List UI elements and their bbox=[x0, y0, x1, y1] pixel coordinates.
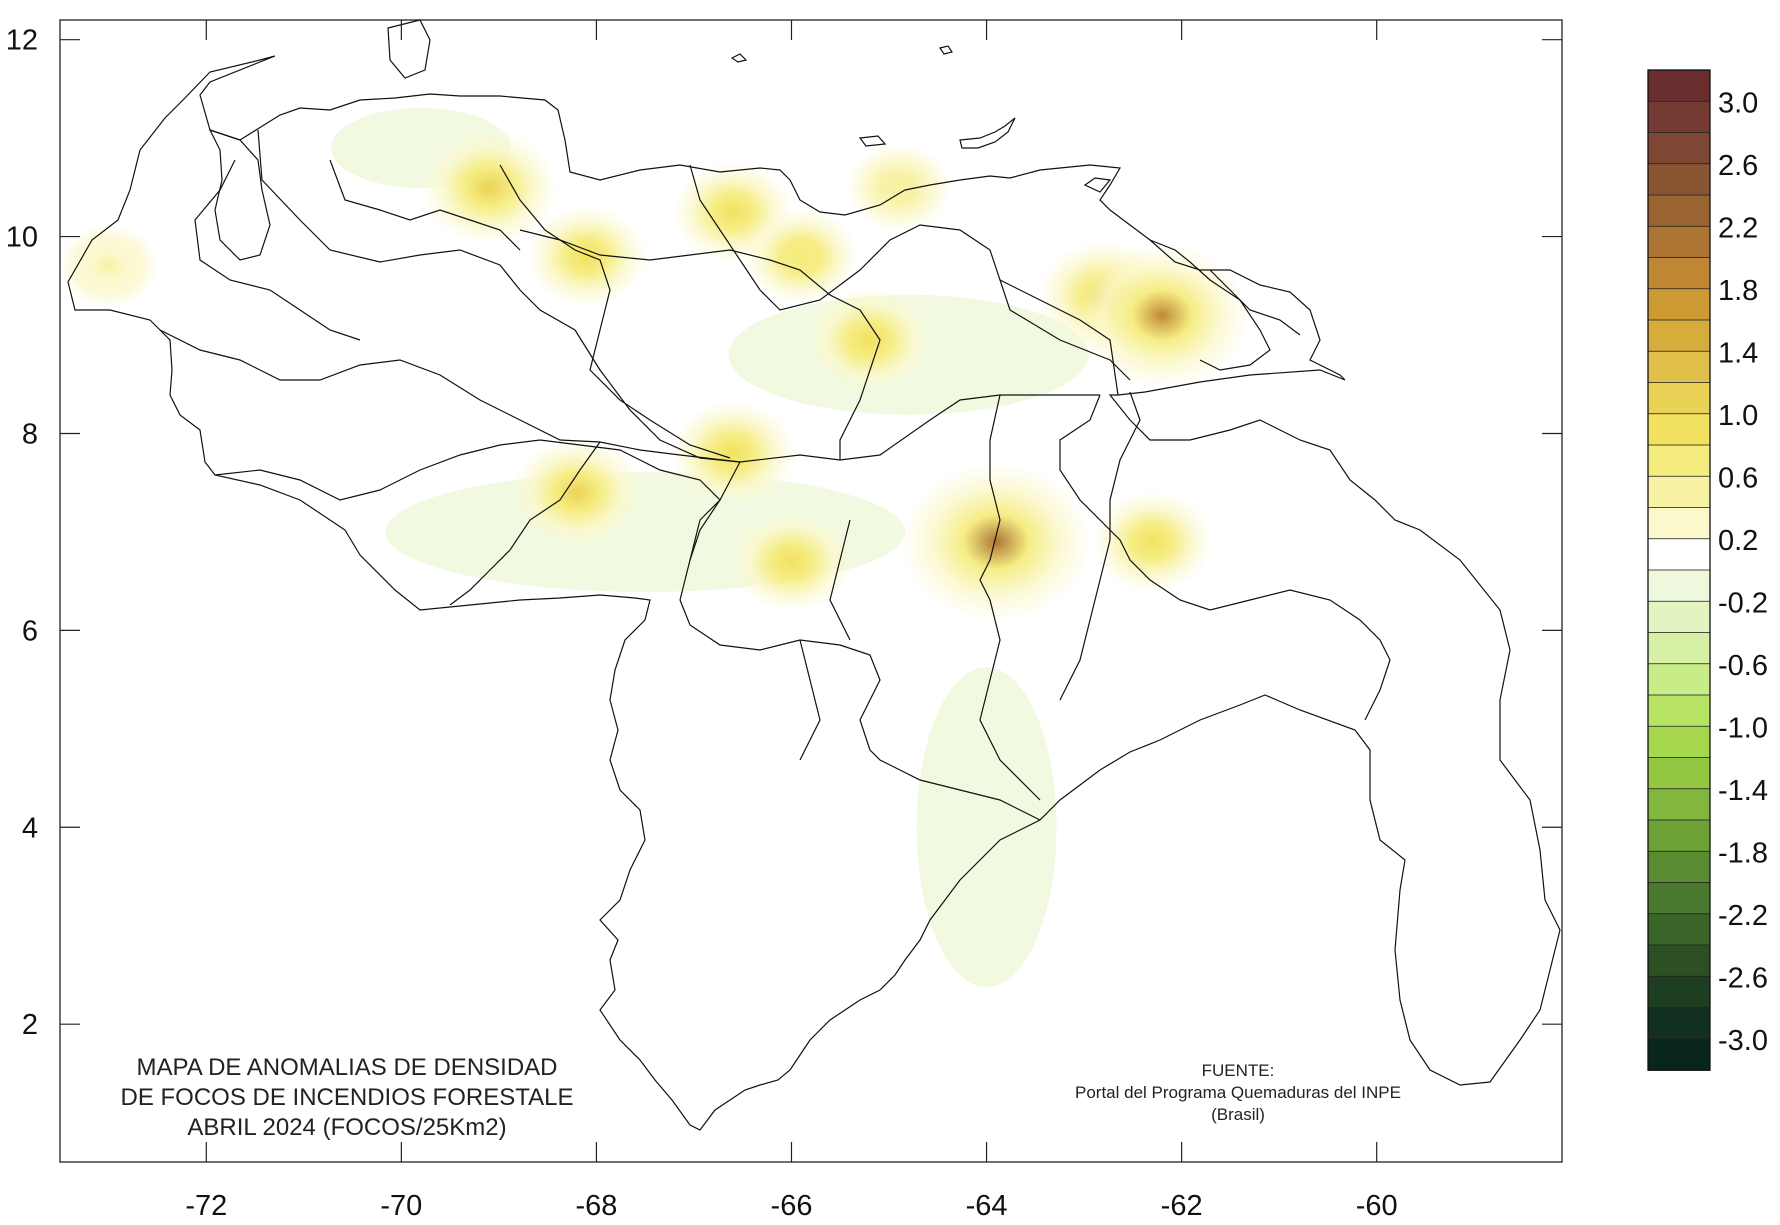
colorbar-swatch bbox=[1647, 100, 1711, 134]
lake-maracaibo bbox=[208, 128, 271, 261]
country-outline bbox=[67, 55, 1561, 1131]
colorbar-swatch bbox=[1647, 913, 1711, 946]
colorbar-swatch bbox=[1647, 788, 1711, 821]
colorbar-swatch bbox=[1647, 882, 1711, 915]
island-margarita bbox=[959, 117, 1016, 149]
positive-anomaly-hotspot bbox=[670, 401, 796, 506]
axis-labels: -72 -70 -68 -66 -64 -62 -60 12 10 8 6 4 2 bbox=[6, 25, 1398, 1222]
colorbar-swatch bbox=[1647, 475, 1711, 509]
colorbar-label: -1.0 bbox=[1718, 712, 1768, 744]
colorbar-swatch bbox=[1647, 569, 1711, 603]
colorbar-swatch bbox=[1647, 725, 1711, 759]
colorbar-swatch bbox=[1647, 507, 1711, 540]
y-tick-label: 2 bbox=[22, 1009, 38, 1041]
colorbar-outline bbox=[1647, 69, 1711, 1071]
colorbar-label: 2.2 bbox=[1718, 212, 1758, 244]
y-tick-label: 6 bbox=[22, 615, 38, 647]
colorbar-swatch bbox=[1647, 819, 1711, 853]
colorbar-swatch bbox=[1647, 850, 1711, 884]
positive-anomaly-hotspot bbox=[511, 438, 642, 547]
x-tick-label: -64 bbox=[966, 1190, 1008, 1222]
colorbar-swatch bbox=[1647, 288, 1711, 321]
colorbar-swatch bbox=[1647, 257, 1711, 290]
colorbar bbox=[1647, 69, 1711, 1071]
colorbar-swatch bbox=[1647, 663, 1711, 696]
y-tick-label: 4 bbox=[22, 812, 38, 844]
colorbar-label: -1.8 bbox=[1718, 837, 1768, 869]
positive-anomaly-hotspot bbox=[526, 206, 647, 307]
y-tick-label: 12 bbox=[6, 25, 38, 57]
colorbar-label: -2.2 bbox=[1718, 900, 1768, 932]
anomaly-layer bbox=[59, 107, 1249, 988]
colorbar-swatch bbox=[1647, 319, 1711, 353]
colorbar-swatch bbox=[1647, 538, 1711, 571]
colorbar-swatch bbox=[1647, 382, 1711, 415]
colorbar-label: -2.6 bbox=[1718, 962, 1768, 994]
x-tick-label: -70 bbox=[380, 1190, 422, 1222]
colorbar-label: 2.6 bbox=[1718, 150, 1758, 182]
colorbar-label: -0.6 bbox=[1718, 650, 1768, 682]
positive-anomaly-hotspot bbox=[744, 208, 859, 304]
colorbar-swatch bbox=[1647, 163, 1711, 196]
x-tick-label: -68 bbox=[575, 1190, 617, 1222]
colorbar-swatch bbox=[1647, 225, 1711, 259]
colorbar-swatch bbox=[1647, 694, 1711, 728]
x-tick-label: -62 bbox=[1161, 1190, 1203, 1222]
positive-anomaly-hotspot bbox=[59, 225, 158, 308]
positive-anomaly-hotspot bbox=[902, 463, 1091, 621]
map-title-line-1: MAPA DE ANOMALIAS DE DENSIDAD bbox=[137, 1054, 558, 1081]
colorbar-labels: 3.0 2.6 2.2 1.8 1.4 1.0 0.6 0.2 -0.2 -0.6 -1.0 -1.4… bbox=[1718, 87, 1768, 1057]
x-tick-label: -72 bbox=[185, 1190, 227, 1222]
colorbar-label: 3.0 bbox=[1718, 87, 1758, 119]
axis-ticks bbox=[60, 20, 1562, 1162]
source-line-3: (Brasil) bbox=[1211, 1105, 1265, 1124]
colorbar-label: 1.8 bbox=[1718, 275, 1758, 307]
colorbar-swatch bbox=[1647, 194, 1711, 228]
colorbar-swatch bbox=[1647, 413, 1711, 446]
map-title-line-2: DE FOCOS DE INCENDIOS FORESTALE bbox=[121, 1084, 574, 1111]
map-title-line-3: ABRIL 2024 (FOCOS/25Km2) bbox=[187, 1114, 506, 1141]
colorbar-swatch bbox=[1647, 69, 1711, 103]
y-tick-label: 10 bbox=[6, 222, 38, 254]
colorbar-swatch bbox=[1647, 632, 1711, 665]
positive-anomaly-hotspot bbox=[846, 144, 951, 231]
colorbar-label: -0.2 bbox=[1718, 587, 1768, 619]
colorbar-swatch bbox=[1647, 132, 1711, 165]
colorbar-label: 1.4 bbox=[1718, 337, 1758, 369]
x-tick-label: -60 bbox=[1356, 1190, 1398, 1222]
colorbar-swatch bbox=[1647, 757, 1711, 790]
colorbar-swatch bbox=[1647, 444, 1711, 478]
colorbar-label: 0.2 bbox=[1718, 525, 1758, 557]
source-line-1: FUENTE: bbox=[1202, 1061, 1275, 1080]
source-line-2: Portal del Programa Quemaduras del INPE bbox=[1075, 1083, 1401, 1102]
x-tick-label: -66 bbox=[771, 1190, 813, 1222]
colorbar-swatch bbox=[1647, 600, 1711, 634]
colorbar-label: -3.0 bbox=[1718, 1025, 1768, 1057]
negative-anomaly-area bbox=[916, 667, 1057, 988]
colorbar-label: 0.6 bbox=[1718, 462, 1758, 494]
state-boundaries bbox=[67, 19, 1561, 1131]
colorbar-swatch bbox=[1647, 350, 1711, 384]
colorbar-label: 1.0 bbox=[1718, 400, 1758, 432]
colorbar-swatch bbox=[1647, 1007, 1711, 1040]
positive-anomaly-hotspot bbox=[807, 287, 932, 392]
positive-anomaly-hotspot bbox=[731, 511, 852, 612]
positive-anomaly-hotspot bbox=[1075, 243, 1249, 388]
colorbar-label: -1.4 bbox=[1718, 775, 1768, 807]
colorbar-swatch bbox=[1647, 944, 1711, 978]
colorbar-swatch bbox=[1647, 975, 1711, 1009]
colorbar-swatch bbox=[1647, 1038, 1711, 1071]
positive-anomaly-hotspot bbox=[1092, 491, 1213, 592]
y-tick-label: 8 bbox=[22, 418, 38, 450]
